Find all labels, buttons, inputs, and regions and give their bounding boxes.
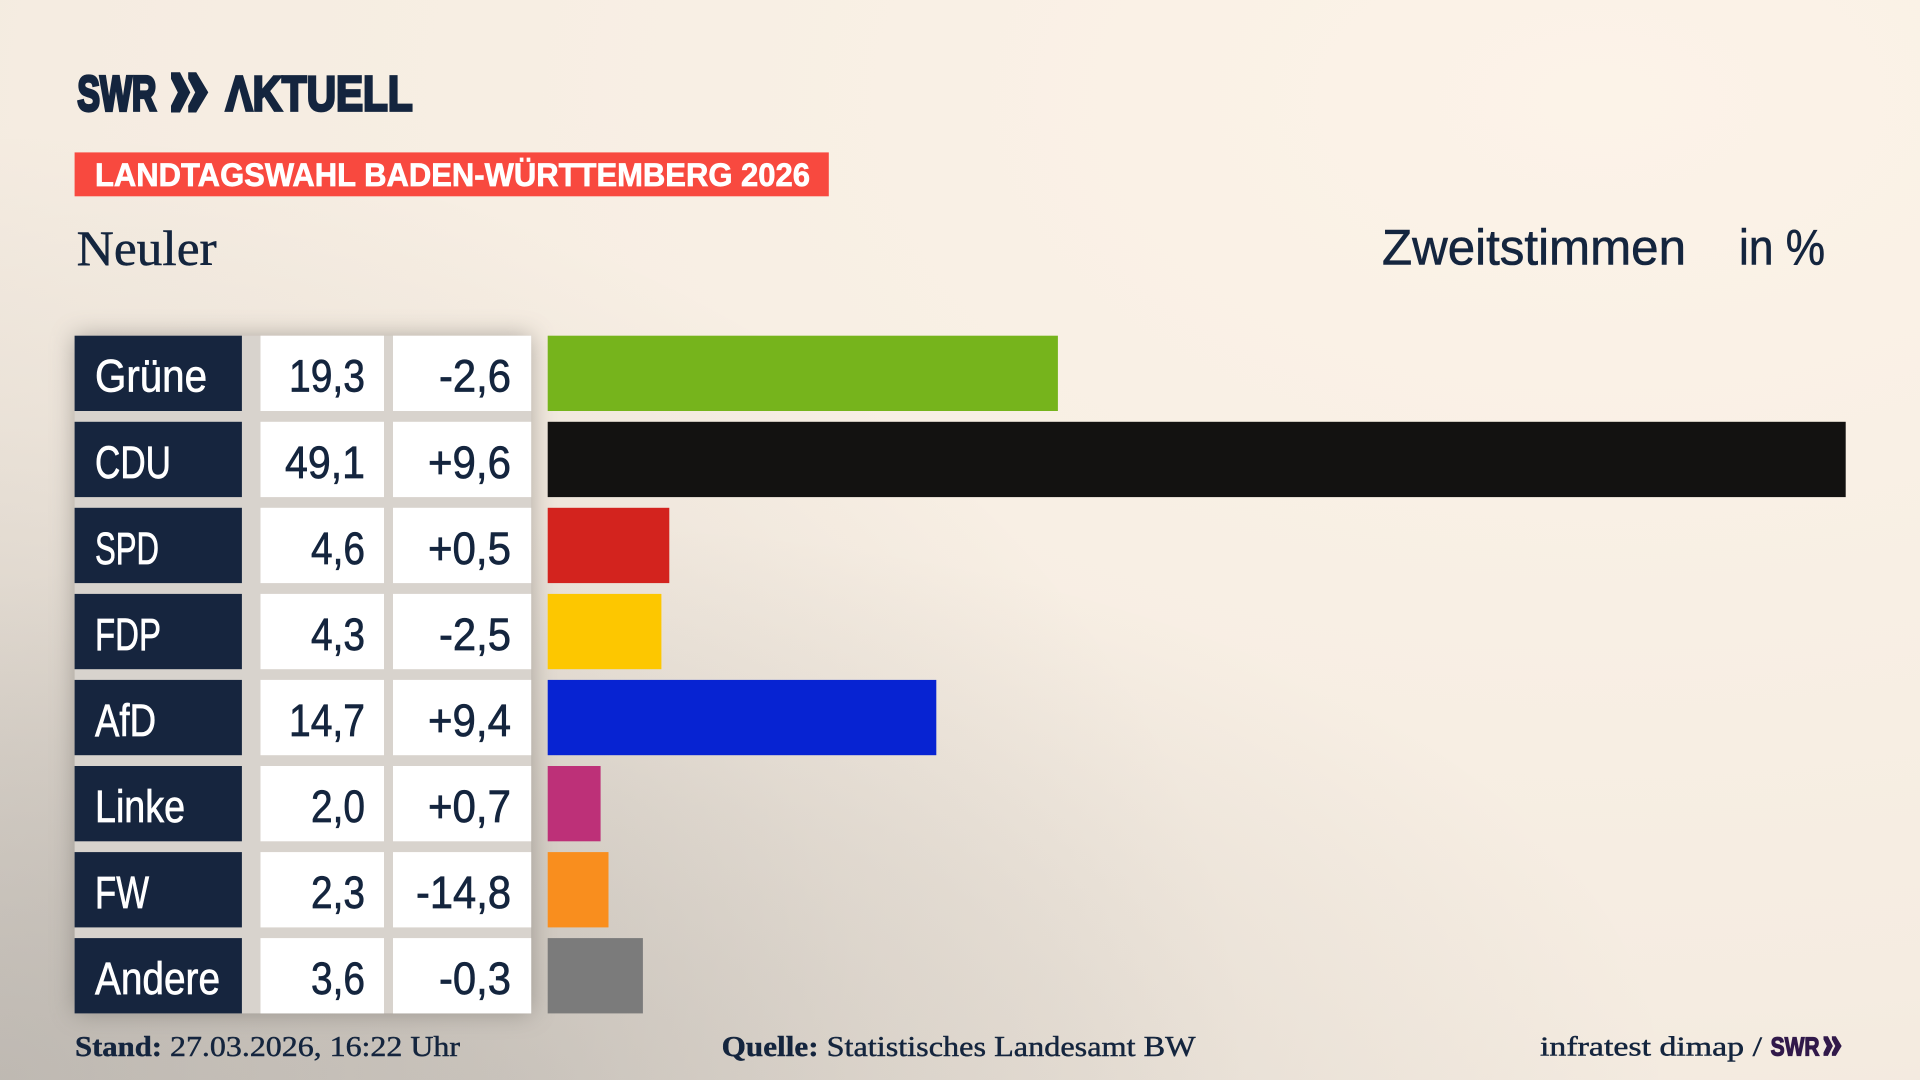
svg-text:49,1: 49,1 bbox=[285, 437, 365, 488]
svg-text:Quelle:: Quelle: bbox=[722, 1031, 819, 1063]
svg-text:-2,6: -2,6 bbox=[439, 351, 511, 402]
svg-text:AfD: AfD bbox=[95, 695, 156, 746]
svg-text:Andere: Andere bbox=[95, 953, 220, 1004]
svg-text:14,7: 14,7 bbox=[289, 695, 365, 746]
svg-text:+9,6: +9,6 bbox=[428, 437, 511, 488]
svg-text:4,6: 4,6 bbox=[311, 523, 365, 574]
svg-text:infratest dimap /: infratest dimap / bbox=[1540, 1031, 1763, 1061]
svg-text:2,0: 2,0 bbox=[311, 781, 365, 832]
svg-text:+0,5: +0,5 bbox=[428, 523, 511, 574]
svg-text:FDP: FDP bbox=[95, 609, 161, 660]
svg-text:+9,4: +9,4 bbox=[428, 695, 511, 746]
svg-text:SPD: SPD bbox=[95, 523, 159, 574]
svg-text:-0,3: -0,3 bbox=[439, 953, 511, 1004]
svg-text:SWR: SWR bbox=[77, 67, 156, 122]
svg-text:LANDTAGSWAHL BADEN-WÜRTTEMBERG: LANDTAGSWAHL BADEN-WÜRTTEMBERG 2026 bbox=[95, 157, 810, 193]
svg-text:CDU: CDU bbox=[95, 437, 171, 488]
svg-text:+0,7: +0,7 bbox=[428, 781, 511, 832]
svg-text:-14,8: -14,8 bbox=[416, 867, 511, 918]
svg-text:27.03.2026, 16:22 Uhr: 27.03.2026, 16:22 Uhr bbox=[170, 1031, 460, 1063]
svg-text:Neuler: Neuler bbox=[77, 220, 217, 276]
svg-text:Zweitstimmen: Zweitstimmen bbox=[1382, 220, 1686, 276]
svg-text:2,3: 2,3 bbox=[311, 867, 365, 918]
svg-text:ΛKTUELL: ΛKTUELL bbox=[226, 67, 413, 122]
svg-text:Grüne: Grüne bbox=[95, 351, 207, 402]
svg-text:in %: in % bbox=[1739, 220, 1825, 276]
svg-text:Statistisches Landesamt BW: Statistisches Landesamt BW bbox=[827, 1031, 1197, 1063]
svg-text:FW: FW bbox=[95, 867, 149, 918]
svg-text:3,6: 3,6 bbox=[311, 953, 365, 1004]
svg-text:Linke: Linke bbox=[95, 781, 185, 832]
svg-text:-2,5: -2,5 bbox=[439, 609, 511, 660]
svg-text:19,3: 19,3 bbox=[289, 351, 365, 402]
svg-text:Stand:: Stand: bbox=[75, 1031, 162, 1063]
svg-text:4,3: 4,3 bbox=[311, 609, 365, 660]
svg-text:SWR: SWR bbox=[1771, 1031, 1820, 1061]
